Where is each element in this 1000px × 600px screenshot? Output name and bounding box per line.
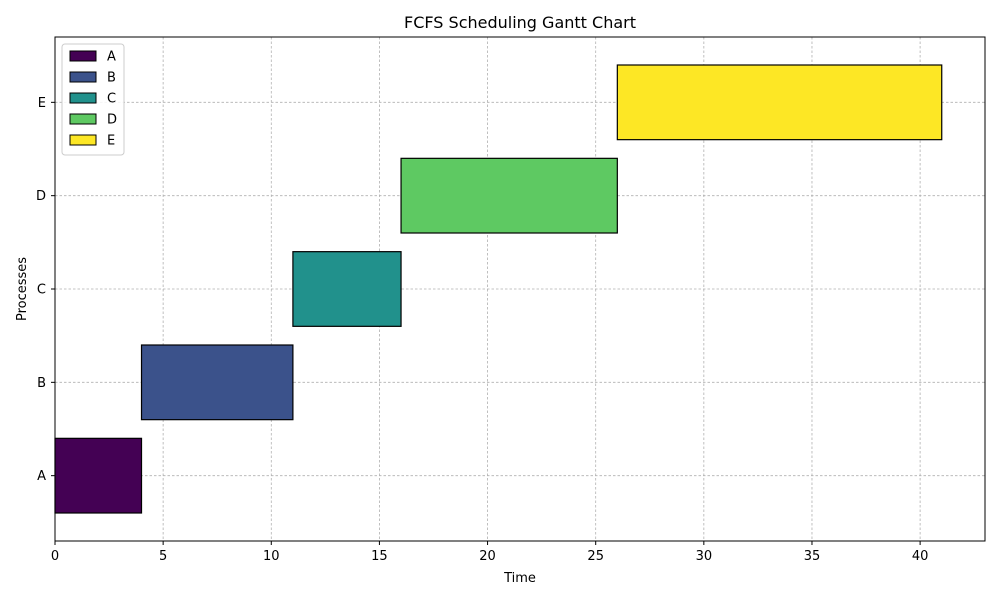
x-tick-label: 0 [51, 549, 59, 564]
x-tick-label: 30 [696, 549, 713, 564]
legend-swatch-d [69, 113, 97, 125]
x-tick-label: 40 [912, 549, 929, 564]
gantt-bar-c [292, 251, 402, 327]
x-tick-label: 15 [371, 549, 388, 564]
legend-swatch-b [69, 71, 97, 83]
gantt-bar-e [616, 64, 943, 141]
legend-swatch-e [69, 134, 97, 146]
x-tick-label: 25 [587, 549, 604, 564]
x-axis: 0 5 10 15 20 25 30 35 40 [51, 541, 929, 564]
legend-label-d: D [107, 113, 117, 128]
gantt-bar-b [140, 344, 294, 421]
y-tick-label: E [38, 96, 46, 111]
legend-label-e: E [107, 134, 115, 149]
x-tick-label: 35 [804, 549, 821, 564]
x-tick-label: 10 [263, 549, 280, 564]
chart-title: FCFS Scheduling Gantt Chart [404, 13, 636, 32]
y-axis-label: Processes [15, 257, 30, 321]
x-axis-label: Time [503, 571, 536, 586]
y-tick-label: B [37, 376, 46, 391]
legend-label-c: C [107, 92, 116, 107]
y-tick-label: A [37, 469, 46, 484]
bars [54, 64, 943, 514]
y-tick-label: C [37, 283, 46, 298]
gantt-bar-a [54, 437, 143, 514]
x-tick-label: 20 [479, 549, 496, 564]
x-tick-label: 5 [159, 549, 167, 564]
legend-label-a: A [107, 50, 116, 65]
legend-swatch-c [69, 92, 97, 104]
legend-swatch-a [69, 50, 97, 62]
y-tick-label: D [36, 189, 46, 204]
legend-label-b: B [107, 71, 116, 86]
gantt-bar-d [400, 157, 618, 234]
y-axis: A B C D E [36, 96, 55, 484]
